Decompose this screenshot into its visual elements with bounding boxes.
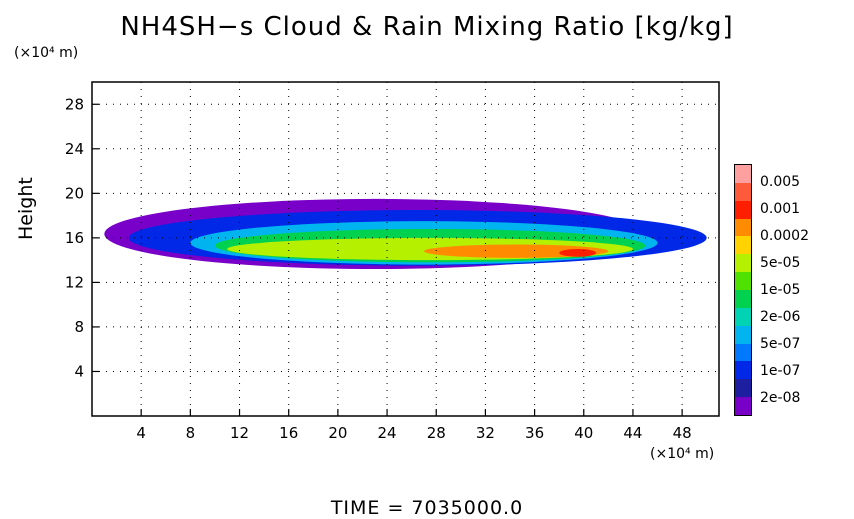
y-tick-label: 4	[74, 362, 84, 380]
y-tick-label: 28	[65, 95, 84, 113]
colorbar-label: 0.005	[760, 174, 801, 190]
colorbar-label: 1e-05	[760, 282, 801, 298]
x-tick-label: 36	[525, 424, 544, 442]
y-tick-label: 16	[65, 229, 84, 247]
colorbar-label: 5e-07	[760, 336, 801, 352]
y-tick-label: 8	[74, 318, 84, 336]
colorbar-swatch	[735, 200, 751, 219]
plot-frame	[91, 81, 720, 417]
x-tick-label: 12	[230, 424, 249, 442]
colorbar-swatch	[735, 272, 751, 291]
y-tick-label: 20	[65, 184, 84, 202]
chart-title: NH4SH−s Cloud & Rain Mixing Ratio [kg/kg…	[120, 12, 734, 42]
colorbar	[734, 164, 752, 416]
cloud-layer-6	[559, 249, 597, 257]
x-tick-label: 4	[136, 424, 146, 442]
colorbar-swatch	[735, 397, 751, 416]
colorbar-label: 2e-06	[760, 309, 801, 325]
x-tick-label: 24	[378, 424, 397, 442]
time-footer: TIME = 7035000.0	[330, 497, 524, 519]
x-tick-label: 20	[328, 424, 347, 442]
x-tick-label: 32	[476, 424, 495, 442]
colorbar-swatch	[735, 307, 751, 326]
y-tick-label: 12	[65, 273, 84, 291]
x-tick-label: 44	[623, 424, 642, 442]
colorbar-swatch	[735, 379, 751, 398]
colorbar-label: 5e-05	[760, 255, 801, 271]
colorbar-swatch	[735, 290, 751, 308]
colorbar-swatch	[735, 254, 751, 273]
y-axis-unit: (×10⁴ m)	[14, 45, 79, 61]
colorbar-swatch	[735, 165, 751, 183]
colorbar-label: 1e-07	[760, 363, 801, 379]
x-tick-label: 8	[186, 424, 196, 442]
colorbar-swatch	[735, 218, 751, 237]
x-axis-unit: (×10⁴ m)	[650, 446, 715, 462]
colorbar-label: 0.001	[760, 201, 801, 217]
colorbar-label: 0.0002	[760, 228, 809, 244]
colorbar-swatch	[735, 343, 751, 362]
colorbar-swatch	[735, 182, 751, 201]
colorbar-swatch	[735, 236, 751, 255]
colorbar-label: 2e-08	[760, 390, 801, 406]
x-tick-label: 40	[574, 424, 593, 442]
y-tick-label: 24	[65, 140, 84, 158]
colorbar-swatch	[735, 361, 751, 380]
colorbar-swatch	[735, 325, 751, 344]
x-tick-label: 28	[427, 424, 446, 442]
x-tick-label: 48	[673, 424, 692, 442]
x-tick-label: 16	[279, 424, 298, 442]
